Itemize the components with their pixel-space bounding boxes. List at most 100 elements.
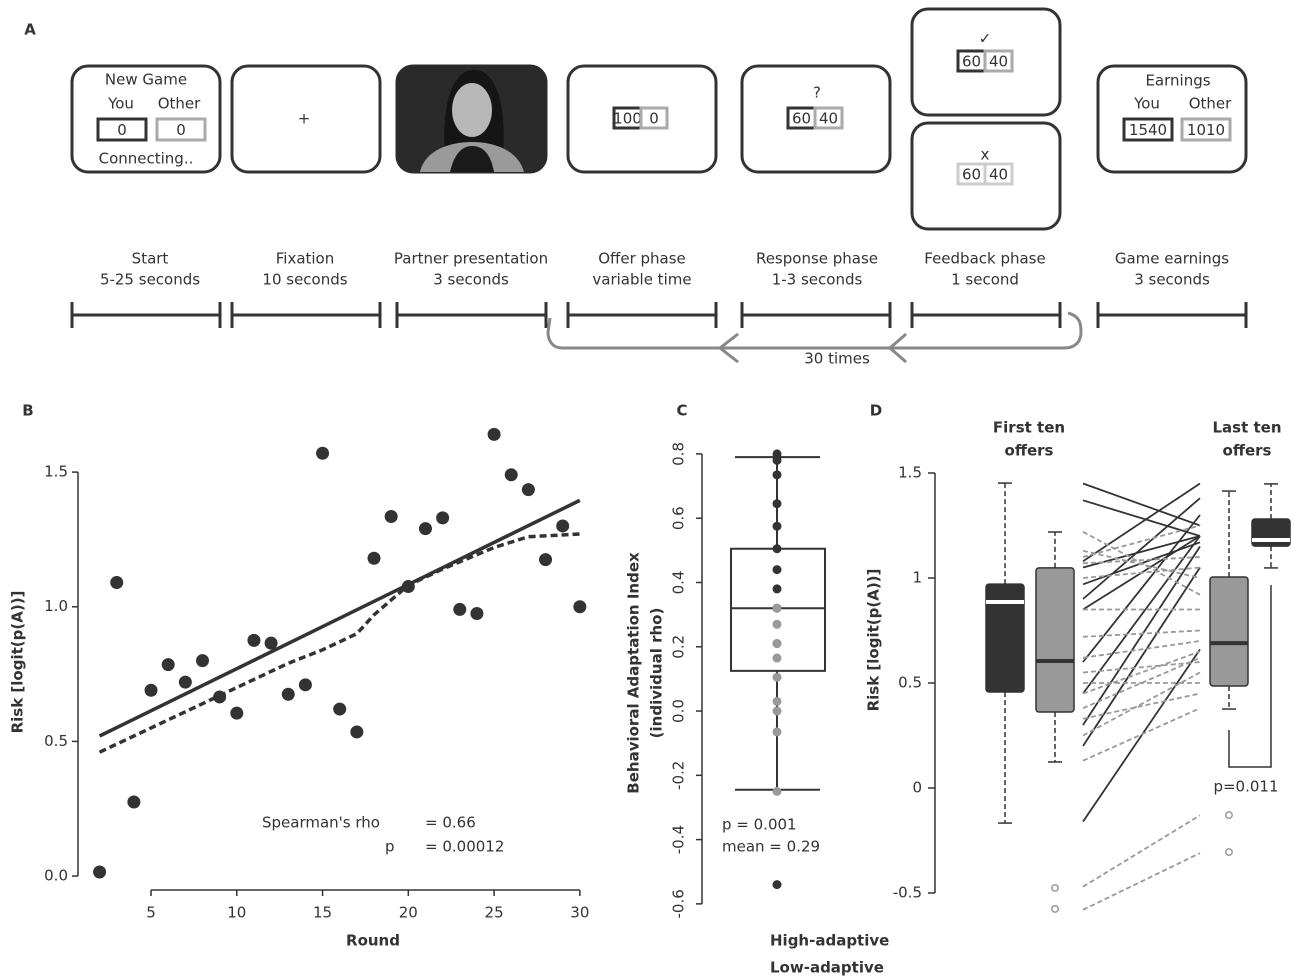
data-point bbox=[772, 603, 782, 613]
data-point bbox=[772, 499, 782, 509]
player-label: You bbox=[107, 95, 134, 113]
y-tick-label: 1.0 bbox=[44, 597, 68, 615]
phase-duration: 3 seconds bbox=[1134, 271, 1210, 289]
outlier bbox=[1051, 884, 1059, 892]
data-point bbox=[110, 576, 124, 590]
panel-label: A bbox=[24, 21, 36, 39]
screen-status: Connecting.. bbox=[99, 150, 194, 168]
data-point bbox=[367, 551, 381, 565]
data-point bbox=[436, 511, 450, 525]
value-box bbox=[983, 162, 1014, 186]
annotation: = 0.66 bbox=[425, 814, 476, 832]
loop-arrow bbox=[546, 311, 1083, 350]
data-point bbox=[772, 727, 782, 737]
data-point bbox=[772, 639, 782, 649]
pair-line bbox=[1082, 650, 1201, 695]
phase-duration: 5-25 seconds bbox=[100, 271, 200, 289]
screen bbox=[230, 64, 382, 174]
phase-duration: variable time bbox=[592, 271, 691, 289]
box-value: 60 bbox=[792, 110, 811, 128]
significance-bracket bbox=[1228, 585, 1272, 768]
group-title: Last ten bbox=[1212, 419, 1281, 437]
data-point bbox=[401, 580, 415, 594]
pair-line bbox=[1082, 535, 1201, 695]
pair-line bbox=[1082, 648, 1201, 823]
data-point bbox=[93, 865, 107, 879]
data-point bbox=[213, 690, 227, 704]
y-tick-label: 0.8 bbox=[670, 442, 688, 466]
fit-line bbox=[98, 532, 580, 754]
phase-duration: 1-3 seconds bbox=[772, 271, 863, 289]
data-point bbox=[350, 725, 364, 739]
y-tick-label: -0.6 bbox=[670, 889, 688, 918]
box-value: 60 bbox=[962, 166, 981, 184]
annotation: p bbox=[385, 838, 395, 856]
value-box bbox=[639, 106, 669, 130]
y-tick-label: 0.0 bbox=[670, 699, 688, 723]
box bbox=[985, 583, 1025, 693]
data-point bbox=[281, 687, 295, 701]
annotation: p = 0.001 bbox=[722, 816, 797, 834]
outlier bbox=[1225, 811, 1233, 820]
y-tick-label: 1 bbox=[912, 569, 922, 587]
annotation: = 0.00012 bbox=[425, 838, 504, 856]
data-point bbox=[772, 880, 782, 890]
y-axis-label: Behavioral Adaptation Index bbox=[625, 552, 643, 794]
phase-name: Response phase bbox=[756, 250, 878, 268]
data-point bbox=[487, 427, 501, 441]
photo-face bbox=[452, 83, 492, 137]
x-tick-label: 5 bbox=[146, 904, 156, 922]
legend-label: Low-adaptive bbox=[770, 959, 884, 977]
outlier bbox=[1051, 905, 1059, 913]
loop-arrowhead bbox=[887, 332, 907, 364]
data-point bbox=[772, 455, 782, 465]
box bbox=[1035, 567, 1075, 713]
pair-line bbox=[1082, 567, 1201, 747]
y-tick-label: 0 bbox=[912, 779, 922, 797]
data-point bbox=[772, 672, 782, 682]
player-label: Other bbox=[158, 95, 201, 113]
x-axis-label: Round bbox=[346, 932, 400, 950]
pair-line bbox=[1082, 549, 1201, 579]
y-tick-label: 0.5 bbox=[44, 732, 68, 750]
significance-label: p=0.011 bbox=[1213, 778, 1278, 796]
data-point bbox=[178, 675, 192, 689]
pair-line bbox=[1082, 546, 1201, 726]
box-value: 0 bbox=[649, 110, 659, 128]
x-tick-label: 15 bbox=[313, 904, 332, 922]
box bbox=[1251, 518, 1291, 547]
pair-line bbox=[1082, 499, 1201, 537]
data-point bbox=[772, 521, 782, 531]
player-label: Other bbox=[1189, 95, 1232, 113]
box-value: 1540 bbox=[1129, 121, 1167, 139]
x-tick-label: 25 bbox=[485, 904, 504, 922]
pair-line bbox=[1082, 692, 1201, 720]
data-point bbox=[230, 706, 244, 720]
pair-line bbox=[1082, 629, 1201, 638]
pair-line bbox=[1082, 482, 1201, 527]
group-title: offers bbox=[1223, 442, 1272, 460]
phase-name: Feedback phase bbox=[924, 250, 1045, 268]
outlier bbox=[1225, 848, 1233, 856]
box-value: 40 bbox=[819, 110, 838, 128]
pair-line bbox=[1082, 707, 1201, 762]
data-point bbox=[418, 522, 432, 536]
repeat-label: 30 times bbox=[804, 350, 870, 368]
pair-line bbox=[1082, 566, 1201, 579]
data-point bbox=[161, 658, 175, 672]
phase-duration: 1 second bbox=[951, 271, 1019, 289]
box-value: 100 bbox=[613, 110, 642, 128]
box-value: 40 bbox=[989, 166, 1008, 184]
box-value: 1010 bbox=[1187, 121, 1225, 139]
phase-name: Offer phase bbox=[598, 250, 686, 268]
box-value: 40 bbox=[989, 53, 1008, 71]
box-value: 0 bbox=[117, 121, 127, 139]
box-value: 0 bbox=[176, 121, 186, 139]
data-point bbox=[539, 553, 553, 567]
x-tick-label: 30 bbox=[570, 904, 589, 922]
box-value: 60 bbox=[962, 53, 981, 71]
phase-name: Fixation bbox=[276, 250, 335, 268]
pair-line bbox=[1082, 482, 1201, 562]
data-point bbox=[772, 584, 782, 594]
